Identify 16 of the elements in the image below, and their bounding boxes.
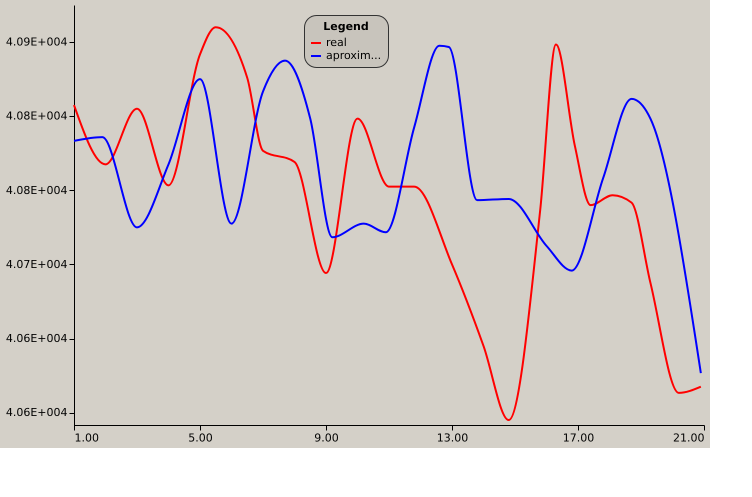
x-tick-label: 9.00 xyxy=(314,432,339,444)
y-tick-label: 4.08E+004 xyxy=(6,184,68,197)
x-tick-label: 5.00 xyxy=(188,432,213,444)
x-tick-label: 17.00 xyxy=(562,432,594,444)
y-tick-label: 4.09E+004 xyxy=(6,36,68,49)
y-tick-label: 4.08E+004 xyxy=(6,110,68,123)
legend-title: Legend xyxy=(323,20,369,33)
legend-label: aproxim... xyxy=(326,49,382,62)
x-tick-label: 21.00 xyxy=(673,432,704,444)
y-tick-label: 4.06E+004 xyxy=(6,332,68,346)
y-tick-label: 4.06E+004 xyxy=(6,406,68,420)
legend-label: real xyxy=(326,36,347,49)
x-tick-label: 1.00 xyxy=(74,432,99,444)
line-series xyxy=(73,44,702,374)
x-tick-label: 13.00 xyxy=(436,432,468,444)
y-tick-label: 4.07E+004 xyxy=(6,258,68,271)
